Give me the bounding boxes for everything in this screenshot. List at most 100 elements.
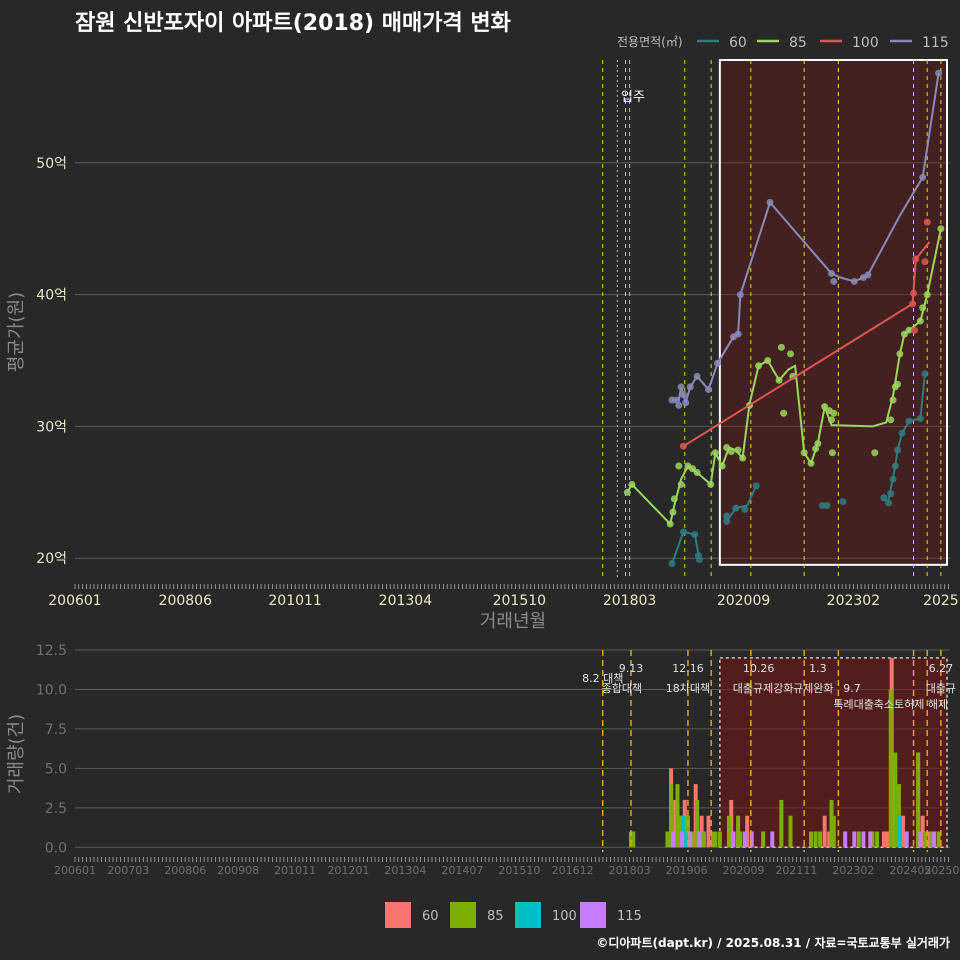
volume-bar-60 bbox=[927, 831, 932, 848]
series-point-60 bbox=[723, 517, 731, 525]
series-line-100 bbox=[682, 241, 931, 448]
volume-y-tick-label: 12.5 bbox=[36, 643, 67, 659]
volume-bar-85 bbox=[761, 831, 766, 848]
series-point-85 bbox=[670, 495, 678, 503]
series-point-60 bbox=[732, 504, 740, 512]
series-point-85 bbox=[734, 446, 742, 454]
volume-x-tick-label: 201510 bbox=[498, 864, 540, 877]
series-point-85 bbox=[718, 462, 726, 470]
volume-x-tick-label: 201011 bbox=[274, 864, 316, 877]
volume-bar-85 bbox=[701, 831, 706, 848]
series-point-115 bbox=[679, 391, 687, 399]
y-axis-label: 평균가(원) bbox=[6, 292, 27, 372]
volume-bar-85 bbox=[916, 752, 921, 848]
x-tick-label: 201803 bbox=[603, 593, 656, 609]
series-point-100 bbox=[923, 218, 931, 226]
volume-bar-85 bbox=[726, 815, 731, 848]
volume-bar-60 bbox=[673, 799, 678, 848]
volume-bar-60 bbox=[699, 815, 704, 848]
volume-legend-key-100 bbox=[515, 902, 541, 928]
volume-x-tick-label: 202405 bbox=[889, 864, 931, 877]
series-point-85 bbox=[755, 362, 763, 370]
policy-event-label: 대출규 bbox=[926, 682, 956, 695]
volume-bar-85 bbox=[631, 831, 636, 848]
y-tick-label: 20억 bbox=[36, 551, 67, 567]
volume-bar-85 bbox=[713, 831, 718, 848]
y-tick-label: 30억 bbox=[36, 419, 67, 435]
volume-legend-label-115: 115 bbox=[617, 909, 642, 924]
x-axis-label: 거래년월 bbox=[480, 611, 546, 632]
series-point-60 bbox=[741, 505, 749, 513]
volume-bar-60 bbox=[745, 815, 750, 848]
move-in-annotation: 입주 bbox=[621, 90, 645, 105]
volume-x-tick-label: 201304 bbox=[384, 864, 426, 877]
policy-event-label: 대출규제강화 bbox=[733, 682, 794, 695]
series-point-115 bbox=[736, 291, 744, 299]
volume-bar-85 bbox=[922, 831, 927, 848]
volume-bar-115 bbox=[852, 831, 857, 848]
series-point-85 bbox=[905, 326, 913, 334]
volume-bar-85 bbox=[690, 831, 695, 848]
volume-bar-85 bbox=[813, 831, 818, 848]
series-point-115 bbox=[919, 173, 927, 181]
series-point-85 bbox=[675, 462, 683, 470]
series-point-85 bbox=[937, 225, 945, 233]
series-point-85 bbox=[669, 508, 677, 516]
series-point-115 bbox=[850, 277, 858, 285]
legend-label-85: 85 bbox=[789, 35, 807, 51]
series-point-85 bbox=[800, 449, 808, 457]
series-point-85 bbox=[889, 396, 897, 404]
volume-bar-60 bbox=[706, 815, 711, 848]
series-point-85 bbox=[739, 454, 747, 462]
series-line-60 bbox=[725, 485, 758, 522]
volume-x-tick-label: 200703 bbox=[107, 864, 149, 877]
volume-bar-85 bbox=[831, 815, 836, 848]
volume-y-axis-label: 거래량(건) bbox=[6, 714, 27, 794]
volume-x-tick-label: 201612 bbox=[552, 864, 594, 877]
volume-x-tick-label: 200601 bbox=[54, 864, 96, 877]
series-point-60 bbox=[884, 499, 892, 507]
series-point-85 bbox=[723, 444, 731, 452]
series-point-85 bbox=[894, 380, 902, 388]
series-point-85 bbox=[786, 350, 794, 358]
footer-credit: ©디아파트(dapt.kr) / 2025.08.31 / 자료=국토교통부 실… bbox=[596, 935, 950, 950]
series-point-85 bbox=[821, 403, 829, 411]
series-point-115 bbox=[766, 198, 774, 206]
x-tick-label: 202009 bbox=[717, 593, 770, 609]
series-point-115 bbox=[673, 396, 681, 404]
series-point-85 bbox=[807, 459, 815, 467]
series-point-115 bbox=[935, 69, 943, 77]
volume-bar-115 bbox=[918, 831, 923, 848]
volume-bar-60 bbox=[827, 831, 832, 848]
series-point-115 bbox=[677, 383, 685, 391]
series-point-60 bbox=[839, 498, 847, 506]
volume-bar-85 bbox=[717, 831, 722, 848]
series-point-85 bbox=[916, 317, 924, 325]
series-point-60 bbox=[752, 482, 760, 490]
series-point-85 bbox=[919, 304, 927, 312]
volume-bar-115 bbox=[843, 831, 848, 848]
series-point-85 bbox=[828, 449, 836, 457]
volume-bar-85 bbox=[829, 799, 834, 848]
legend-label-60: 60 bbox=[729, 35, 747, 51]
series-point-60 bbox=[894, 446, 902, 454]
series-point-85 bbox=[666, 520, 674, 528]
volume-x-tick-label: 201803 bbox=[609, 864, 651, 877]
volume-x-tick-label: 201906 bbox=[666, 864, 708, 877]
volume-bar-60 bbox=[920, 815, 925, 848]
volume-legend-key-115 bbox=[580, 902, 606, 928]
volume-bar-85 bbox=[818, 831, 823, 848]
series-point-100 bbox=[910, 326, 918, 334]
policy-event-label: 8.2 대책 bbox=[582, 672, 623, 685]
volume-bar-115 bbox=[731, 831, 736, 848]
series-point-60 bbox=[880, 494, 888, 502]
volume-bar-85 bbox=[893, 752, 898, 848]
volume-bar-115 bbox=[932, 831, 937, 848]
series-point-85 bbox=[711, 449, 719, 457]
series-point-85 bbox=[871, 449, 879, 457]
volume-bar-115 bbox=[670, 831, 675, 848]
volume-bar-85 bbox=[738, 831, 743, 848]
volume-bar-60 bbox=[901, 815, 906, 848]
